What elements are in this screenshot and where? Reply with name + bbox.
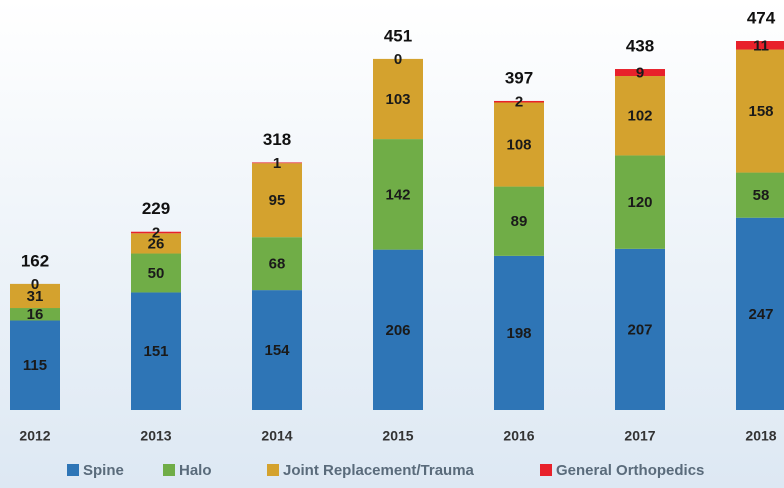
- total-label: 438: [626, 37, 654, 56]
- segment-label: 115: [23, 357, 47, 374]
- segment-label: 2: [515, 94, 523, 111]
- bar-segment: [131, 253, 181, 293]
- segment-label: 0: [394, 51, 402, 68]
- bar-segment: [615, 155, 665, 249]
- segment-label: 11: [753, 37, 769, 54]
- segment-label: 50: [148, 265, 165, 282]
- x-tick-label: 2012: [19, 428, 50, 444]
- x-tick-label: 2014: [261, 428, 292, 444]
- total-label: 229: [142, 199, 170, 218]
- segment-label: 26: [148, 235, 165, 252]
- bar-segment: [10, 283, 60, 309]
- segment-label: 102: [627, 108, 652, 125]
- bar-segment: [373, 139, 423, 250]
- bar-segment: [736, 172, 784, 218]
- segment-label: 89: [511, 213, 528, 230]
- bar-segment: [615, 69, 665, 77]
- bar-segment: [10, 308, 60, 321]
- x-tick-label: 2017: [624, 428, 655, 444]
- bar-segment: [494, 186, 544, 256]
- bar-segment: [736, 217, 784, 410]
- segment-label: 120: [627, 194, 652, 211]
- segment-label: 16: [27, 306, 44, 323]
- segment-label: 95: [269, 192, 286, 209]
- bar-segment: [494, 100, 544, 103]
- total-label: 162: [21, 251, 49, 270]
- segment-label: 247: [748, 306, 773, 323]
- bar-segment: [615, 248, 665, 410]
- bar-segment: [615, 76, 665, 156]
- segment-label: 108: [506, 137, 531, 154]
- legend-label: General Orthopedics: [556, 462, 704, 479]
- segment-label: 142: [385, 186, 410, 203]
- bar-segment: [131, 231, 181, 234]
- segment-label: 68: [269, 256, 286, 273]
- bar-segment: [494, 255, 544, 410]
- legend-label: Joint Replacement/Trauma: [283, 462, 475, 479]
- total-label: 318: [263, 130, 291, 149]
- segment-label: 1: [273, 155, 281, 172]
- bar-segment: [131, 233, 181, 254]
- x-tick-label: 2018: [745, 428, 776, 444]
- legend-swatch: [67, 464, 79, 476]
- legend-swatch: [163, 464, 175, 476]
- segment-label: 206: [385, 322, 410, 339]
- segment-label: 31: [27, 288, 44, 305]
- segment-label: 58: [753, 187, 770, 204]
- segment-label: 158: [748, 103, 773, 120]
- bar-segment: [373, 249, 423, 410]
- segment-label: 207: [627, 321, 652, 338]
- bar-segment: [252, 163, 302, 238]
- bar-segment: [373, 58, 423, 140]
- segment-label: 154: [264, 342, 290, 359]
- segment-label: 0: [31, 276, 39, 293]
- segment-label: 198: [506, 325, 531, 342]
- segment-label: 103: [385, 91, 410, 108]
- segment-label: 2: [152, 224, 160, 241]
- bar-segment: [131, 292, 181, 410]
- segment-label: 151: [143, 343, 168, 360]
- legend-label: Halo: [179, 462, 212, 479]
- total-label: 451: [384, 26, 412, 45]
- x-tick-label: 2013: [140, 428, 171, 444]
- legend-swatch: [540, 464, 552, 476]
- bar-segment: [252, 290, 302, 410]
- bar-segment: [252, 237, 302, 291]
- total-label: 474: [747, 8, 776, 27]
- bar-segment: [10, 320, 60, 410]
- bar-segment: [494, 102, 544, 187]
- bar-segment: [736, 49, 784, 173]
- x-tick-label: 2016: [503, 428, 534, 444]
- x-tick-label: 2015: [382, 428, 413, 444]
- legend-swatch: [267, 464, 279, 476]
- legend-label: Spine: [83, 462, 124, 479]
- bar-segment: [252, 162, 302, 164]
- bar-segment: [736, 41, 784, 50]
- segment-label: 9: [636, 64, 644, 81]
- total-label: 397: [505, 68, 533, 87]
